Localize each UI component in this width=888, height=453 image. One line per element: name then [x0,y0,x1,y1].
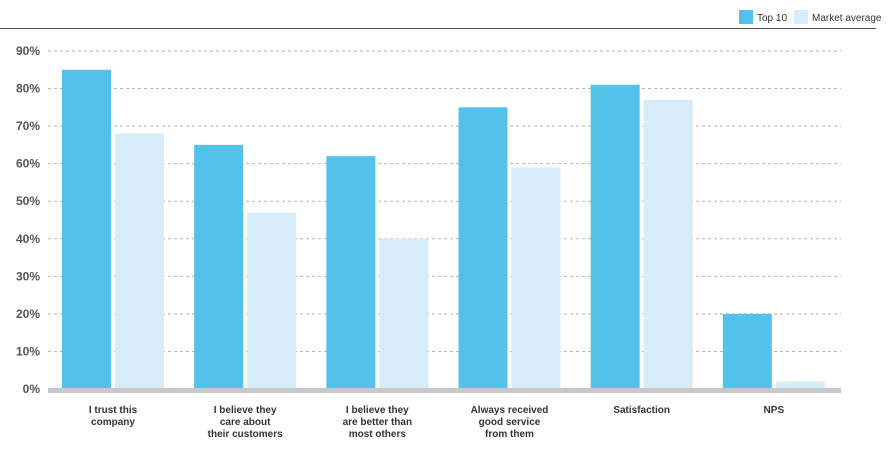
x-category-label-line: I believe they [346,405,409,416]
legend-swatch [794,10,808,24]
x-axis-baseline [48,388,841,393]
y-tick-label: 40% [16,232,40,246]
x-category-label: Always received good service from them [471,405,549,440]
x-category-label-line: their customers [208,429,283,440]
bar-top-10 [722,313,772,389]
x-category-label-line: from them [485,429,534,440]
x-category-label-line: most others [349,429,407,440]
bar-market-average [115,133,164,389]
x-category-label: I believe they are better than most others [343,405,412,440]
x-category-label: I believe they care about their customers [208,405,283,440]
bar-top-10 [458,107,508,389]
x-category-label: Satisfaction [613,405,670,416]
y-tick-label: 30% [16,269,40,283]
x-category-label-line: care about [220,417,271,428]
legend: Top 10 Market average [739,10,882,24]
gridlines [48,50,841,352]
x-category-label-line: I trust this [89,405,138,416]
legend-label: Top 10 [757,13,787,24]
legend-label: Market average [812,13,882,24]
x-category-label-line: NPS [764,405,785,416]
bar-top-10 [326,156,376,389]
x-category-label-line: company [91,417,135,428]
bar-market-average [775,381,825,389]
y-tick-label: 0% [23,382,41,396]
x-category-label-line: Always received [471,405,549,416]
bars [62,69,825,390]
y-tick-label: 10% [16,344,40,358]
y-axis: 0% 10% 20% 30% 40% 50% 60% 70% 80% 90% [16,44,40,396]
y-tick-label: 70% [16,119,40,133]
bar-top-10 [590,84,640,390]
x-category-label-line: are better than [343,417,412,428]
x-category-label-line: I believe they [214,405,277,416]
y-tick-label: 90% [16,44,40,58]
x-category-label-line: good service [479,417,541,428]
bar-market-average [247,212,297,389]
x-category-label-line: Satisfaction [613,405,670,416]
x-category-label: NPS [764,405,785,416]
bar-market-average [379,238,429,389]
bar-top-10 [62,69,111,390]
bar-market-average [511,167,561,389]
bar-top-10 [194,144,244,389]
x-category-label: I trust this company [89,405,138,428]
legend-swatch [739,10,753,24]
y-tick-label: 50% [16,194,40,208]
y-tick-label: 80% [16,82,40,96]
bar-market-average [643,99,693,390]
y-tick-label: 20% [16,307,40,321]
y-tick-label: 60% [16,157,40,171]
